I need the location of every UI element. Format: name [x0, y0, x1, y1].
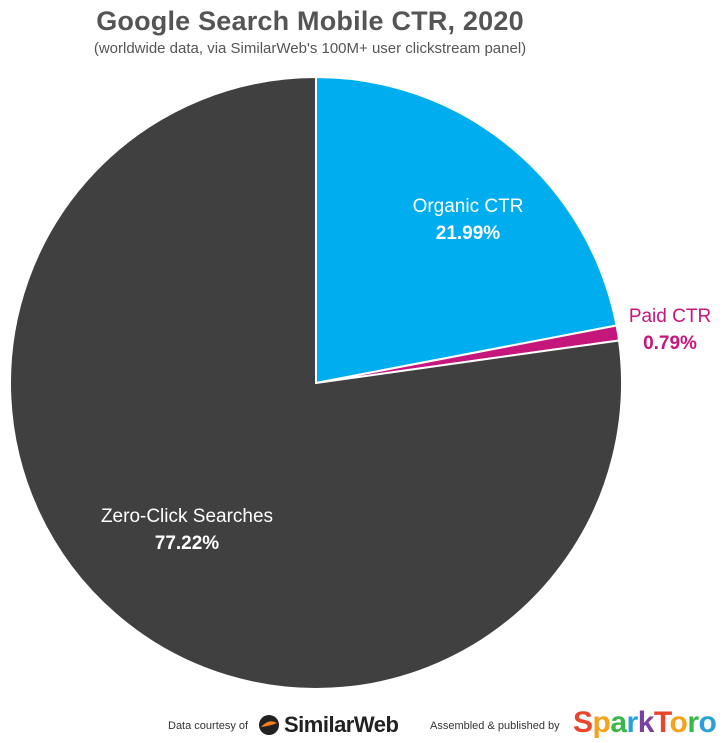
pie-chart: Organic CTR 21.99% Paid CTR 0.79% Zero-Click… [9, 75, 711, 690]
similarweb-wordmark: SimilarWeb [284, 712, 399, 737]
slice-value-zero-click-searches: 77.22% [155, 533, 220, 554]
slice-value-organic-ctr: 21.99% [436, 223, 501, 244]
sparktoro-logo: SparkToro [573, 706, 717, 740]
chart-subtitle: (worldwide data, via SimilarWeb's 100M+ … [93, 40, 527, 57]
slice-label-organic-ctr: Organic CTR [413, 196, 524, 217]
similarweb-logo: SimilarWeb [258, 712, 399, 738]
assembled-text: Assembled & published by [430, 720, 560, 732]
slice-label-paid-ctr: Paid CTR [629, 306, 711, 327]
pie-slice-organic-ctr [315, 75, 618, 385]
data-courtesy-text: Data courtesy of [168, 720, 249, 732]
pie-slice-zero-click-searches [9, 75, 623, 690]
slice-value-paid-ctr: 0.79% [643, 333, 697, 354]
slice-label-zero-click-searches: Zero-Click Searches [101, 506, 273, 527]
similarweb-mark-icon [259, 715, 279, 735]
chart-title: Google Search Mobile CTR, 2020 [96, 6, 524, 36]
sparktoro-wordmark: SparkToro [573, 706, 717, 739]
